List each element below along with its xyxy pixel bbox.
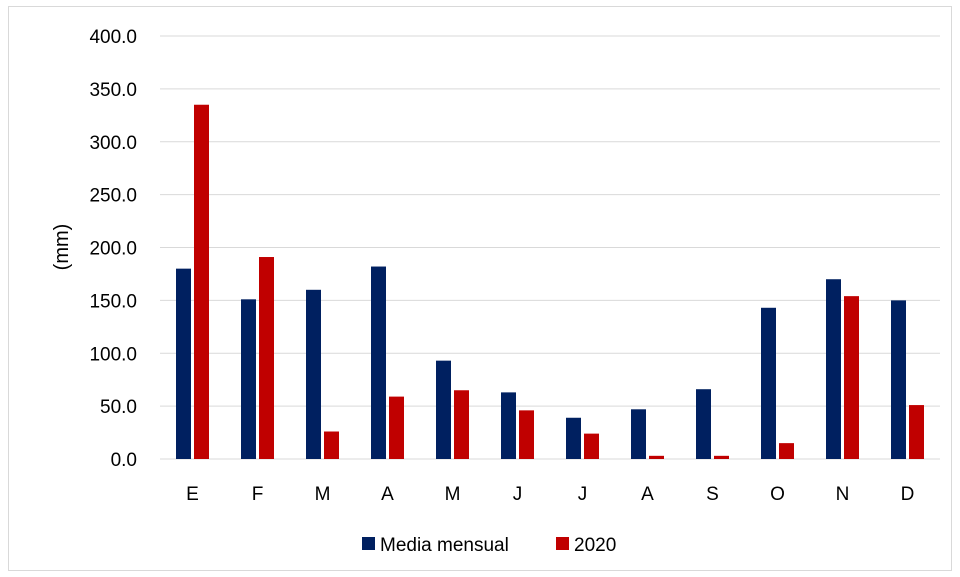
bar-2020 bbox=[454, 390, 469, 459]
x-tick-label: D bbox=[901, 484, 915, 505]
bar-2020 bbox=[259, 257, 274, 459]
bar-media-mensual bbox=[241, 299, 256, 459]
bar-2020 bbox=[389, 396, 404, 459]
x-tick-label: M bbox=[445, 484, 461, 505]
bar-2020 bbox=[519, 410, 534, 459]
bar-media-mensual bbox=[761, 307, 776, 459]
x-tick-label: F bbox=[252, 484, 264, 505]
legend-label: Media mensual bbox=[380, 535, 509, 556]
y-tick-label: 150.0 bbox=[89, 291, 137, 312]
legend-label: 2020 bbox=[574, 535, 616, 556]
x-tick-label: O bbox=[770, 484, 785, 505]
bar-media-mensual bbox=[371, 266, 386, 459]
y-tick-label: 0.0 bbox=[111, 450, 137, 471]
gridlines bbox=[160, 35, 940, 460]
bars bbox=[176, 104, 924, 460]
x-tick-label: E bbox=[186, 484, 199, 505]
y-tick-label: 100.0 bbox=[89, 344, 137, 365]
bar-media-mensual bbox=[891, 300, 906, 459]
y-tick-label: 350.0 bbox=[89, 80, 137, 101]
x-tick-label: A bbox=[641, 484, 654, 505]
x-tick-label: A bbox=[381, 484, 394, 505]
bar-2020 bbox=[909, 405, 924, 459]
x-tick-label: N bbox=[836, 484, 850, 505]
bar-media-mensual bbox=[826, 279, 841, 459]
y-tick-label: 250.0 bbox=[89, 186, 137, 207]
y-tick-label: 50.0 bbox=[100, 397, 137, 418]
y-axis-tick-labels: 0.0 50.0 100.0 150.0 200.0 250.0 300.0 350.0 400… bbox=[89, 27, 137, 471]
bar-2020 bbox=[649, 455, 664, 459]
bar-2020 bbox=[779, 443, 794, 459]
bar-media-mensual bbox=[306, 289, 321, 459]
x-tick-label: M bbox=[315, 484, 331, 505]
chart-frame bbox=[8, 6, 952, 571]
bar-media-mensual bbox=[176, 268, 191, 459]
y-axis-title: (mm) bbox=[51, 224, 73, 271]
y-tick-label: 200.0 bbox=[89, 239, 137, 260]
bar-media-mensual bbox=[501, 392, 516, 459]
y-tick-label: 400.0 bbox=[89, 27, 137, 48]
x-tick-label: J bbox=[513, 484, 523, 505]
bar-media-mensual bbox=[696, 389, 711, 459]
x-tick-label: J bbox=[578, 484, 588, 505]
bar-media-mensual bbox=[631, 409, 646, 459]
bar-2020 bbox=[194, 104, 209, 460]
bar-2020 bbox=[584, 433, 599, 459]
legend-swatch bbox=[362, 537, 375, 550]
bar-media-mensual bbox=[436, 360, 451, 459]
x-tick-label: S bbox=[706, 484, 719, 505]
y-tick-label: 300.0 bbox=[89, 133, 137, 154]
bar-media-mensual bbox=[566, 417, 581, 459]
bar-2020 bbox=[714, 455, 729, 459]
legend: Media mensual 2020 bbox=[362, 535, 616, 556]
bar-2020 bbox=[324, 431, 339, 459]
bar-2020 bbox=[844, 296, 859, 459]
legend-swatch bbox=[556, 537, 569, 550]
